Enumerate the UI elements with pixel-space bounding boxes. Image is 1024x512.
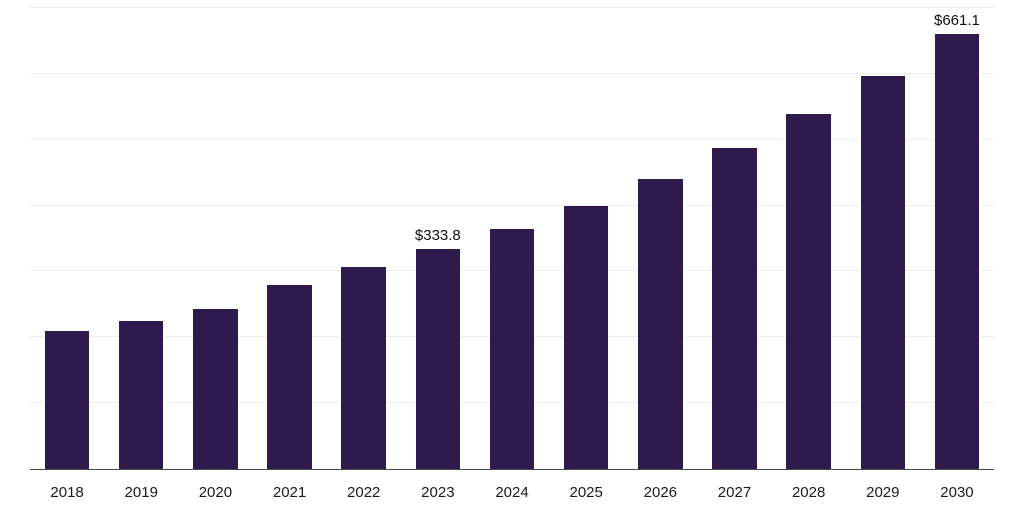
x-tick-label: 2022 [347,483,381,501]
x-axis-labels: 2018 2019 2020 2021 2022 2023 2024 2025 2026 2027… [30,478,994,506]
bar-2020 [193,308,238,469]
bar-2030: $661.1 [934,12,980,469]
bar-2024 [489,228,535,469]
gridline [30,72,994,74]
gridline [30,7,994,8]
bar-column: $661.1 [920,8,994,469]
bar-2022 [341,267,386,469]
bar-column [475,8,549,469]
bar-column [178,8,252,469]
bar-2018 [44,330,90,469]
bar-2027 [712,148,757,469]
x-tick-label: 2025 [569,483,603,501]
bar-2019 [118,320,164,469]
bar-2023: $333.8 [415,227,461,469]
bar-value-label: $333.8 [414,227,461,245]
x-tick-label: 2028 [791,483,826,501]
bar-column [252,8,326,469]
bar-column [549,8,623,469]
bar-column [623,8,697,469]
x-tick-label: 2030 [940,483,974,501]
gridline [30,204,994,206]
bar-column [104,8,178,469]
x-tick-label: 2024 [495,483,529,501]
bar-column [846,8,920,469]
bar-column [327,8,401,469]
x-tick-label: 2021 [272,483,307,501]
x-tick-label: 2027 [717,483,752,501]
x-tick-label: 2029 [866,483,900,501]
x-tick-label: 2020 [198,483,233,501]
x-tick-label: 2018 [50,483,84,501]
x-tick-label: 2023 [421,483,455,501]
bars-container: $333.8 $661.1 [30,8,994,469]
bar-2025 [563,205,609,469]
bar-column [697,8,771,469]
x-tick-label: 2019 [124,483,158,501]
bar-2029 [860,75,906,469]
bar-column [30,8,104,469]
plot-area: $333.8 $661.1 [30,7,994,470]
bar-2026 [638,179,683,469]
x-tick-label: 2026 [643,483,678,501]
bar-2028 [786,114,831,469]
bar-column [772,8,846,469]
gridline [30,138,994,140]
bar-2021 [267,284,312,469]
bar-value-label: $661.1 [933,11,980,29]
bar-column: $333.8 [401,8,475,469]
